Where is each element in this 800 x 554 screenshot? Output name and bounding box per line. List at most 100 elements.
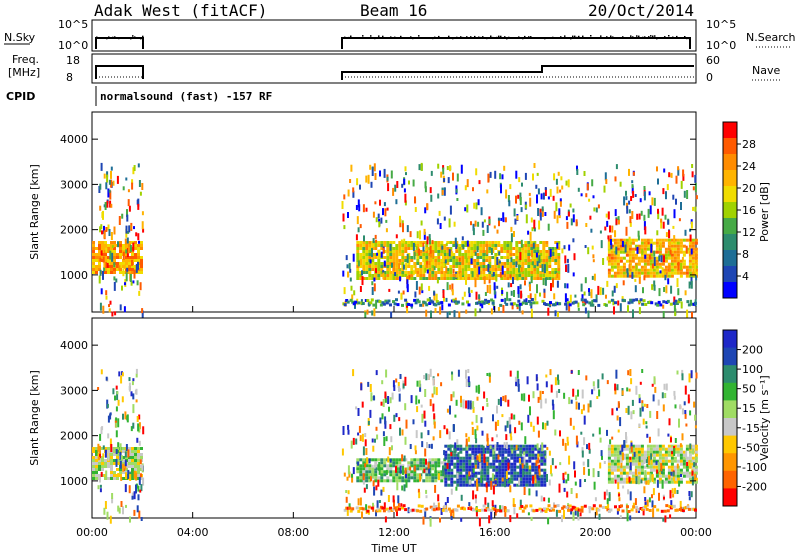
near-range-cell xyxy=(369,301,373,305)
speckle xyxy=(690,248,693,255)
data-cell xyxy=(622,477,626,481)
speckle xyxy=(684,229,687,236)
speckle xyxy=(568,244,571,251)
data-cell xyxy=(525,477,529,481)
speckle xyxy=(537,453,540,458)
data-cell xyxy=(610,450,614,454)
data-cell xyxy=(634,256,638,260)
data-cell xyxy=(507,450,511,454)
speckle xyxy=(390,311,393,320)
speckle xyxy=(128,485,131,494)
speckle xyxy=(381,380,384,385)
data-cell xyxy=(616,265,620,269)
data-cell xyxy=(128,459,131,462)
near-range-cell xyxy=(629,298,633,302)
data-cell xyxy=(613,271,617,275)
data-cell xyxy=(419,458,423,462)
data-cell xyxy=(607,456,611,460)
near-range-cell xyxy=(610,298,614,302)
data-cell xyxy=(527,253,531,256)
speckle xyxy=(393,385,396,391)
data-cell xyxy=(506,265,510,268)
colorbar-swatch xyxy=(723,122,737,139)
data-cell xyxy=(389,250,393,253)
speckle xyxy=(451,251,454,257)
data-cell xyxy=(131,474,134,477)
data-cell xyxy=(459,471,463,475)
nsky-dot xyxy=(622,36,624,38)
data-cell xyxy=(655,250,659,254)
speckle xyxy=(570,399,573,404)
speckle xyxy=(563,509,565,519)
data-cell xyxy=(524,262,528,265)
speckle xyxy=(614,387,617,395)
data-cell xyxy=(652,477,656,481)
data-cell xyxy=(434,259,438,262)
speckle xyxy=(521,463,524,469)
speckle xyxy=(533,163,536,168)
data-cell xyxy=(658,480,662,484)
speckle xyxy=(441,245,444,250)
near-range-cell xyxy=(666,509,670,513)
speckle xyxy=(566,221,569,229)
speckle xyxy=(614,479,617,484)
near-range-cell xyxy=(484,508,488,512)
speckle xyxy=(373,395,375,401)
colorbar-swatch xyxy=(723,202,737,219)
data-cell xyxy=(107,462,110,465)
speckle xyxy=(415,281,418,290)
data-cell xyxy=(116,265,119,268)
data-cell xyxy=(110,271,113,274)
speckle xyxy=(451,283,454,292)
data-cell xyxy=(664,238,668,242)
speckle xyxy=(365,207,368,212)
speckle xyxy=(581,447,584,454)
data-cell xyxy=(479,265,483,268)
speckle xyxy=(137,233,140,241)
data-cell xyxy=(528,453,532,457)
speckle xyxy=(577,509,579,517)
data-cell xyxy=(507,471,511,475)
speckle xyxy=(406,225,409,233)
data-cell xyxy=(524,250,528,253)
data-cell xyxy=(652,444,656,448)
data-cell xyxy=(649,265,653,269)
freq-tick-top: 18 xyxy=(66,54,80,67)
data-cell xyxy=(113,259,116,262)
data-cell xyxy=(446,268,450,271)
speckle xyxy=(539,292,541,297)
data-cell xyxy=(410,256,414,259)
data-cell xyxy=(416,461,420,465)
data-cell xyxy=(498,474,502,478)
speckle xyxy=(670,437,672,443)
speckle xyxy=(635,476,638,485)
data-cell xyxy=(682,259,686,263)
data-cell xyxy=(676,241,680,245)
speckle xyxy=(420,283,423,291)
speckle xyxy=(390,436,393,443)
data-cell xyxy=(458,277,462,280)
speckle xyxy=(101,230,103,235)
data-cell xyxy=(116,477,119,480)
near-range-cell xyxy=(681,509,685,512)
speckle xyxy=(404,403,407,411)
speckle xyxy=(452,391,455,398)
speckle xyxy=(518,458,521,464)
colorbar-tick-label: 8 xyxy=(742,248,749,261)
near-range-cell xyxy=(601,505,605,509)
data-cell xyxy=(431,259,435,262)
data-cell xyxy=(640,459,644,463)
data-cell xyxy=(425,253,429,256)
speckle xyxy=(682,173,685,181)
data-cell xyxy=(383,250,387,253)
speckle xyxy=(670,500,673,507)
speckle xyxy=(669,249,672,255)
near-range-cell xyxy=(393,506,397,510)
data-cell xyxy=(625,474,629,478)
nsky-dot xyxy=(474,35,476,38)
speckle xyxy=(514,218,517,225)
data-cell xyxy=(474,483,478,487)
data-cell xyxy=(380,271,384,274)
data-cell xyxy=(691,256,695,260)
data-cell xyxy=(492,456,496,460)
